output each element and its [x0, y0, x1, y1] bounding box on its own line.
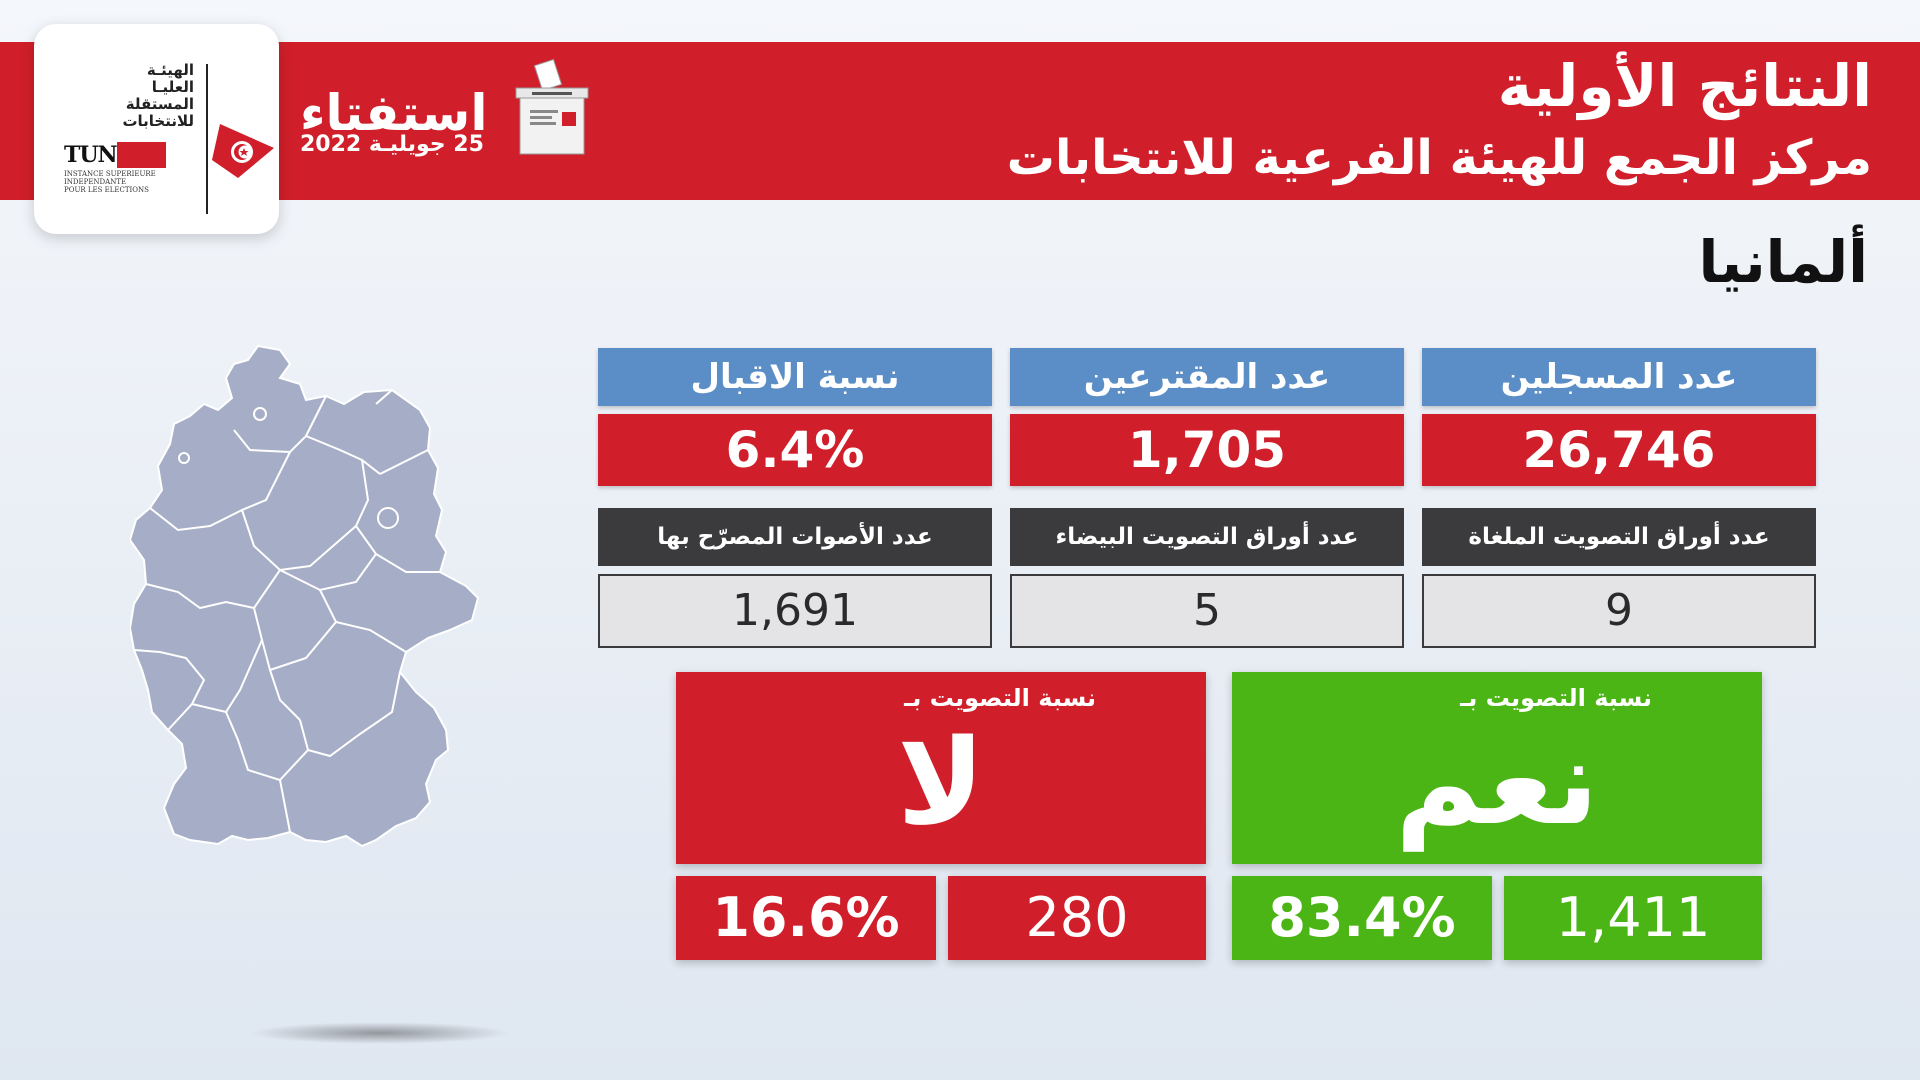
- no-count: 280: [948, 876, 1206, 960]
- registered-value: 26,746: [1422, 414, 1816, 486]
- blank-ballots-label: عدد أوراق التصويت البيضاء: [1010, 508, 1404, 566]
- map-shadow: [250, 1022, 510, 1044]
- no-panel: نسبة التصويت بـ لا: [676, 672, 1206, 864]
- logo-brand: TUNISIE: [64, 142, 167, 168]
- logo-arabic-text: الهيئـة العليـا المستقلة للانتخابات: [122, 61, 194, 130]
- referendum-date: 25 جويليـة 2022: [300, 132, 484, 157]
- logo-french-text: INSTANCE SUPERIEURE INDEPENDANTE POUR LE…: [64, 170, 156, 194]
- no-label: نسبة التصويت بـ: [904, 684, 1096, 712]
- cancelled-ballots-label: عدد أوراق التصويت الملغاة: [1422, 508, 1816, 566]
- voters-label: عدد المقترعين: [1010, 348, 1404, 406]
- header-banner: [0, 42, 1920, 200]
- blank-ballots-value: 5: [1010, 574, 1404, 648]
- no-word: لا: [897, 713, 985, 851]
- page-subtitle: مركز الجمع للهيئة الفرعية للانتخابات: [1006, 130, 1872, 186]
- country-name: ألمانيا: [1698, 228, 1868, 296]
- voters-value: 1,705: [1010, 414, 1404, 486]
- cancelled-ballots-value: 9: [1422, 574, 1816, 648]
- registered-label: عدد المسجلين: [1422, 348, 1816, 406]
- turnout-value: 6.4%: [598, 414, 992, 486]
- yes-label: نسبة التصويت بـ: [1460, 684, 1652, 712]
- no-percent: 16.6%: [676, 876, 936, 960]
- yes-panel: نسبة التصويت بـ نعم: [1232, 672, 1762, 864]
- isie-logo: الهيئـة العليـا المستقلة للانتخابات TUNI…: [34, 24, 279, 234]
- germany-map-icon: [130, 344, 480, 848]
- declared-votes-value: 1,691: [598, 574, 992, 648]
- turnout-label: نسبة الاقبال: [598, 348, 992, 406]
- yes-percent: 83.4%: [1232, 876, 1492, 960]
- yes-count: 1,411: [1504, 876, 1762, 960]
- ballot-box-icon: [515, 58, 589, 155]
- declared-votes-label: عدد الأصوات المصرّح بها: [598, 508, 992, 566]
- logo-divider: [206, 64, 208, 214]
- referendum-title: استفتاء: [300, 84, 488, 142]
- tunisia-flag-icon: [212, 124, 274, 178]
- yes-word: نعم: [1395, 713, 1599, 851]
- page-title: النتائج الأولية: [1497, 52, 1872, 120]
